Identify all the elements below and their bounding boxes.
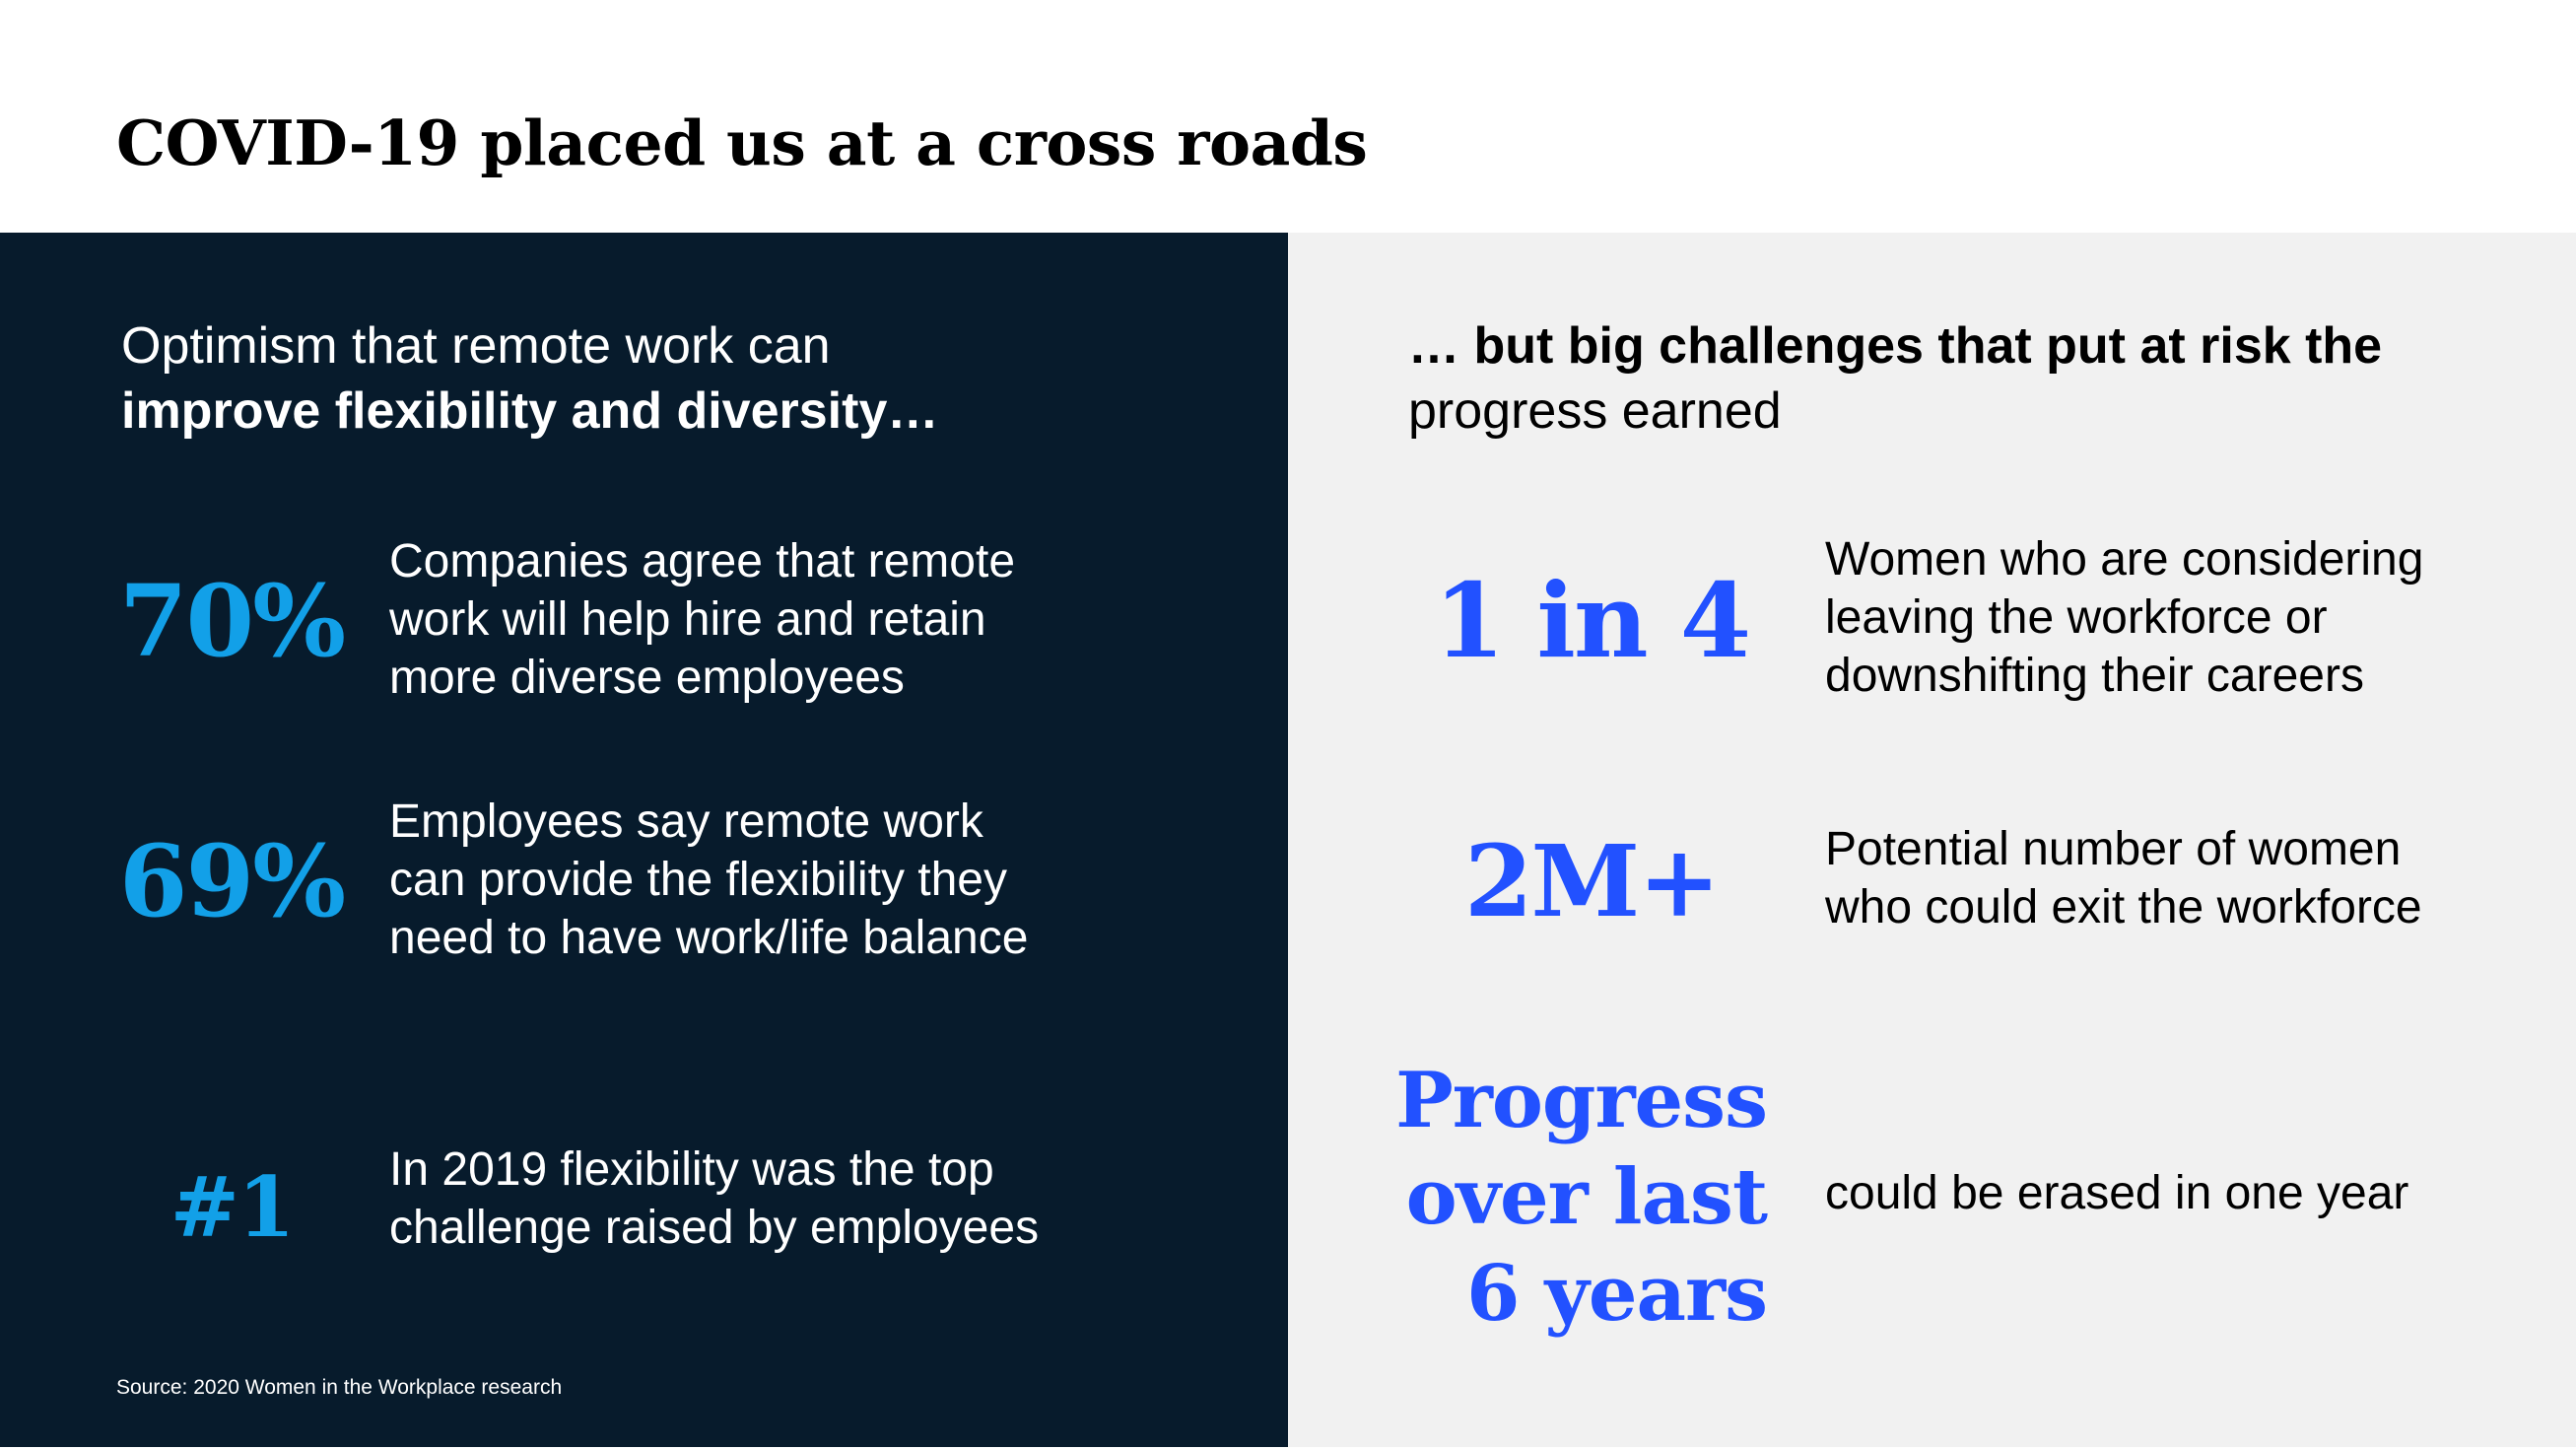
left-heading: Optimism that remote work can improve fl…: [121, 313, 938, 444]
stat-70-percent: 70%: [118, 563, 346, 679]
left-panel: [0, 233, 1288, 1450]
stat-progress-years: Progress over last 6 years: [1360, 1053, 1768, 1343]
bottom-strip: [0, 1447, 2576, 1450]
right-heading-bold: … but big challenges that put at risk th…: [1408, 317, 2383, 375]
stat-progress-line-2: over last: [1405, 1152, 1768, 1242]
stat-number-one-description: In 2019 flexibility was the top challeng…: [389, 1143, 1040, 1254]
stat-69-percent: 69%: [118, 823, 346, 939]
right-heading-normal: progress earned: [1408, 382, 1782, 440]
stat-two-million-description: Potential number of women who could exit…: [1825, 823, 2422, 933]
left-heading-normal: Optimism that remote work can: [121, 317, 831, 375]
stat-progress-line-1: Progress: [1395, 1056, 1768, 1145]
stat-one-in-four: 1 in 4: [1433, 560, 1751, 681]
slide-title: COVID-19 placed us at a cross roads: [116, 106, 1368, 179]
stat-69-percent-description: Employees say remote work can provide th…: [389, 795, 1029, 964]
stat-progress-line-3: 6 years: [1466, 1249, 1768, 1339]
stat-70-percent-description: Companies agree that remote work will he…: [389, 535, 1016, 704]
stat-one-in-four-description: Women who are considering leaving the wo…: [1825, 533, 2424, 702]
stat-number-one: #1: [169, 1158, 296, 1256]
source-note: Source: 2020 Women in the Workplace rese…: [116, 1376, 563, 1399]
stat-progress-years-description: could be erased in one year: [1825, 1167, 2409, 1219]
left-heading-bold: improve flexibility and diversity…: [121, 382, 939, 440]
stat-two-million: 2M+: [1463, 823, 1721, 939]
right-panel: [1288, 233, 2576, 1450]
right-heading: … but big challenges that put at risk th…: [1408, 313, 2382, 444]
